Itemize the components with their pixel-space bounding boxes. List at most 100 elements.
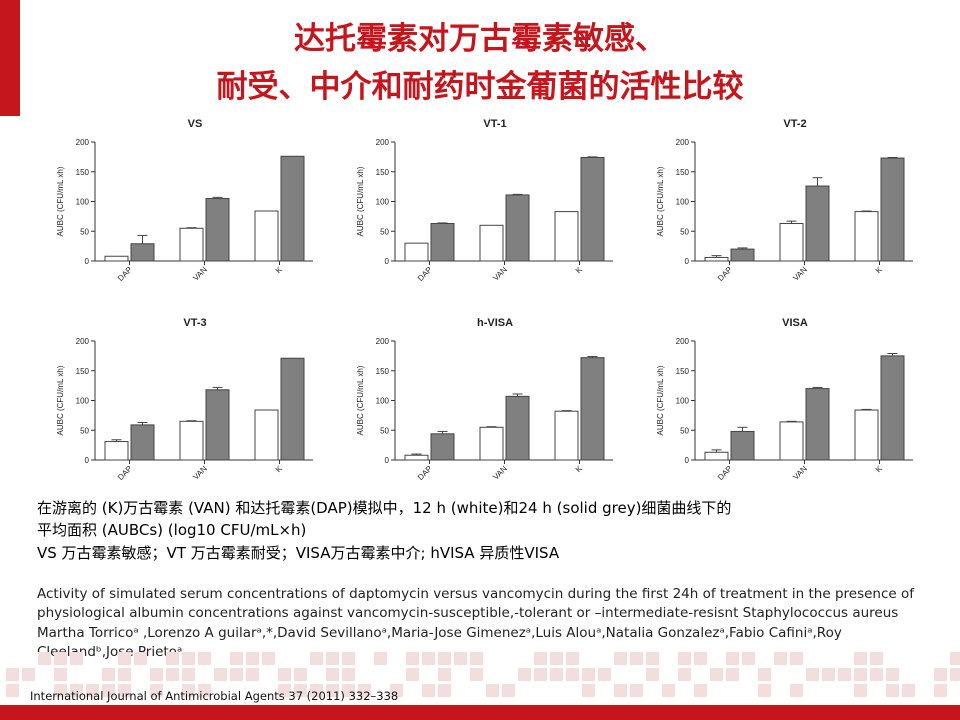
y-tick-label: 50 bbox=[80, 426, 89, 435]
bar bbox=[805, 185, 830, 262]
bar bbox=[554, 410, 579, 461]
citation-line-3: Martha Torricoᵃ ,Lorenzo A guilarᵃ,*,Dav… bbox=[37, 625, 842, 641]
x-tick-label: DAP bbox=[716, 265, 734, 283]
decorative-square bbox=[118, 652, 131, 665]
decorative-square bbox=[598, 668, 611, 681]
decorative-square bbox=[422, 684, 435, 697]
y-tick-label: 150 bbox=[376, 367, 390, 376]
left-accent-bar bbox=[0, 0, 20, 116]
decorative-square bbox=[406, 668, 419, 681]
chart-title: h-VISA bbox=[477, 317, 513, 329]
decorative-square bbox=[822, 668, 835, 681]
decorative-square bbox=[582, 668, 595, 681]
decorative-square bbox=[230, 652, 243, 665]
decorative-square bbox=[438, 668, 451, 681]
decorative-square bbox=[86, 684, 99, 697]
decorative-square bbox=[118, 668, 131, 681]
chart-visa: VISA AUBC (CFU/mL xh) 0 50 100 150 200 DAP VAN K bbox=[656, 317, 913, 482]
x-tick-label: K bbox=[874, 464, 885, 475]
decorative-square bbox=[630, 684, 643, 697]
y-axis-label: AUBC (CFU/mL xh) bbox=[356, 166, 365, 236]
y-tick-label: 150 bbox=[376, 168, 390, 177]
decorative-square bbox=[678, 652, 691, 665]
x-tick-label: DAP bbox=[416, 265, 434, 283]
decorative-square bbox=[70, 684, 83, 697]
y-tick-label: 150 bbox=[76, 168, 90, 177]
decorative-square bbox=[326, 652, 339, 665]
chart-vt-1: VT-1 AUBC (CFU/mL xh) 0 50 100 150 200 DAP VAN K bbox=[356, 118, 613, 283]
decorative-square bbox=[102, 684, 115, 697]
bar bbox=[179, 227, 204, 262]
decorative-square bbox=[294, 684, 307, 697]
decorative-square bbox=[374, 652, 387, 665]
decorative-square bbox=[134, 652, 147, 665]
decorative-square bbox=[310, 652, 323, 665]
decorative-square bbox=[950, 668, 960, 681]
chart-title: VT-3 bbox=[183, 317, 206, 329]
decorative-square bbox=[6, 684, 19, 697]
y-tick-label: 100 bbox=[676, 198, 690, 207]
decorative-square bbox=[150, 684, 163, 697]
decorative-square bbox=[166, 668, 179, 681]
y-tick-label: 50 bbox=[380, 426, 389, 435]
x-tick-label: VAN bbox=[191, 265, 209, 283]
chart-vt-2: VT-2 AUBC (CFU/mL xh) 0 50 100 150 200 DAP VAN K bbox=[656, 118, 913, 283]
bar bbox=[730, 248, 755, 262]
decorative-square bbox=[166, 652, 179, 665]
y-tick-label: 0 bbox=[685, 257, 690, 266]
chart-vt-3: VT-3 AUBC (CFU/mL xh) 0 50 100 150 200 DAP VAN K bbox=[56, 317, 313, 482]
decorative-square bbox=[102, 668, 115, 681]
x-tick-label: DAP bbox=[716, 464, 734, 482]
chart-h-visa: h-VISA AUBC (CFU/mL xh) 0 50 100 150 200 DAP VAN… bbox=[356, 317, 613, 482]
y-tick-label: 100 bbox=[76, 198, 90, 207]
decorative-square bbox=[342, 668, 355, 681]
decorative-square bbox=[182, 652, 195, 665]
x-tick-label: VAN bbox=[791, 464, 809, 482]
decorative-square bbox=[726, 668, 739, 681]
y-axis-label: AUBC (CFU/mL xh) bbox=[56, 365, 65, 435]
y-axis-label: AUBC (CFU/mL xh) bbox=[656, 166, 665, 236]
y-tick-label: 50 bbox=[80, 227, 89, 236]
bar bbox=[430, 433, 455, 461]
decorative-square bbox=[726, 652, 739, 665]
decorative-square bbox=[150, 668, 163, 681]
decorative-square bbox=[422, 652, 435, 665]
y-axis-label: AUBC (CFU/mL xh) bbox=[656, 365, 665, 435]
chart-title: VT-2 bbox=[783, 118, 806, 130]
caption-line-3: VS 万古霉素敏感；VT 万古霉素耐受；VISA万古霉素中介; hVISA 异质… bbox=[37, 544, 560, 562]
decorative-square bbox=[230, 668, 243, 681]
bar bbox=[130, 243, 155, 262]
y-tick-label: 150 bbox=[76, 367, 90, 376]
chart-vs: VS AUBC (CFU/mL xh) 0 50 100 150 200 DAP VAN K bbox=[56, 118, 313, 283]
x-tick-label: VAN bbox=[791, 265, 809, 283]
decorative-square bbox=[198, 684, 211, 697]
decorative-square bbox=[550, 668, 563, 681]
decorative-square bbox=[278, 668, 291, 681]
x-tick-label: K bbox=[274, 265, 285, 276]
bar bbox=[404, 242, 429, 262]
y-tick-label: 0 bbox=[385, 257, 390, 266]
decorative-square bbox=[678, 668, 691, 681]
bar bbox=[254, 409, 279, 461]
decorative-square bbox=[358, 684, 371, 697]
decorative-square bbox=[6, 668, 19, 681]
decorative-square bbox=[310, 684, 323, 697]
decorative-square bbox=[646, 668, 659, 681]
bar bbox=[404, 454, 429, 461]
decorative-square bbox=[214, 668, 227, 681]
decorative-square bbox=[390, 684, 403, 697]
decorative-square bbox=[470, 668, 483, 681]
bar bbox=[254, 210, 279, 262]
y-tick-label: 0 bbox=[85, 456, 90, 465]
decorative-square bbox=[342, 684, 355, 697]
decorative-square bbox=[854, 652, 867, 665]
chart-title: VS bbox=[188, 118, 203, 130]
y-tick-label: 100 bbox=[376, 397, 390, 406]
chart-title: VISA bbox=[782, 317, 808, 329]
x-tick-label: K bbox=[574, 464, 585, 475]
bar bbox=[854, 211, 879, 262]
bar bbox=[779, 223, 804, 262]
decorative-square-band bbox=[0, 650, 960, 720]
bar bbox=[779, 421, 804, 461]
bar bbox=[580, 357, 605, 461]
